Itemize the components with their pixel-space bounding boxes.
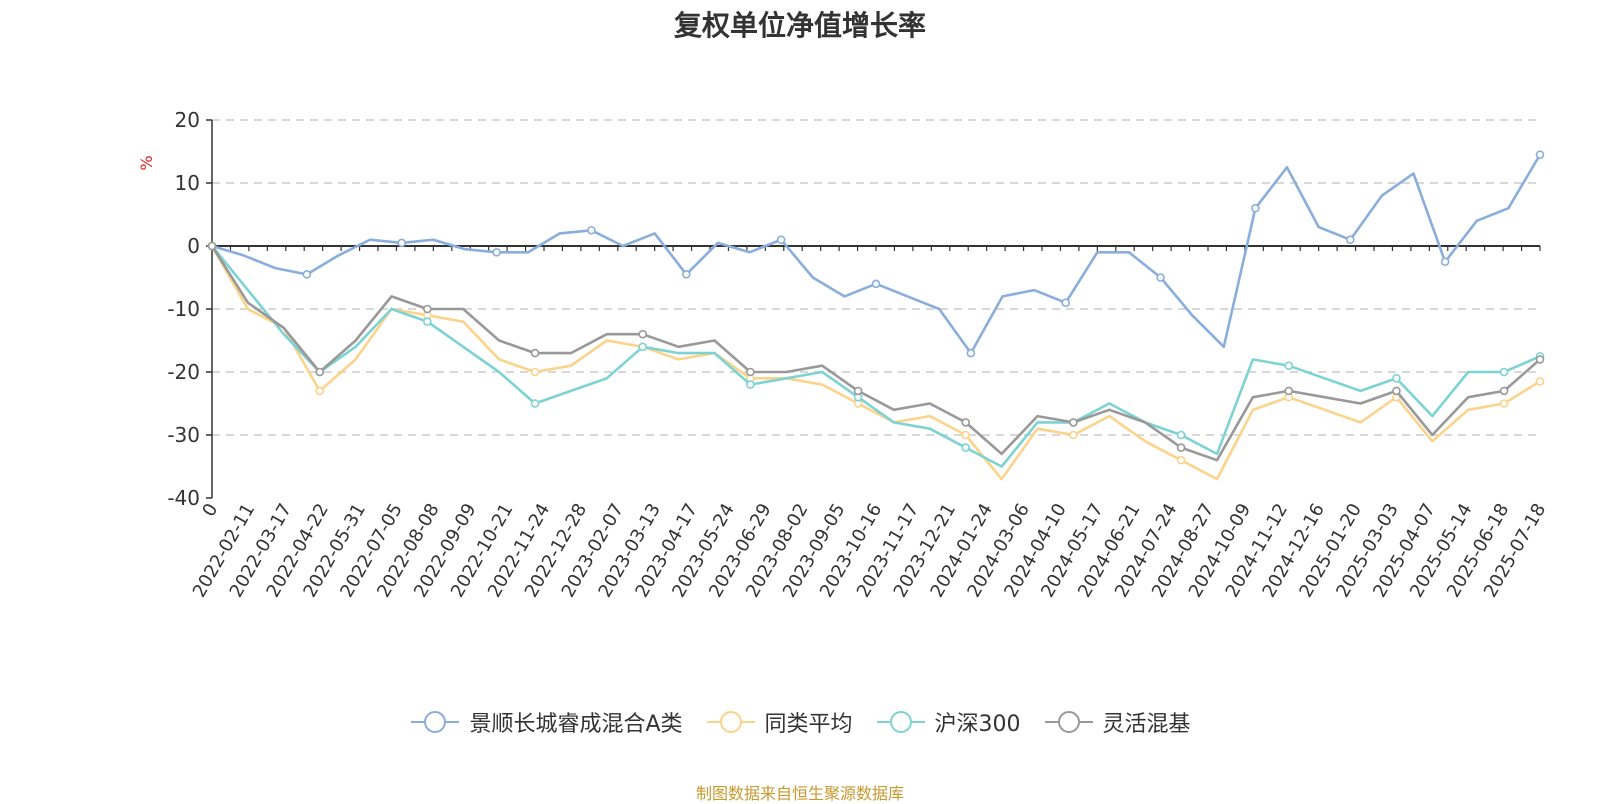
- y-tick-label: -40: [167, 486, 200, 510]
- data-point: [1176, 443, 1186, 452]
- data-point: [423, 304, 432, 314]
- legend-swatch: [1044, 711, 1093, 733]
- data-point: [871, 279, 881, 289]
- data-point: [681, 270, 691, 279]
- axes: [206, 119, 1541, 499]
- data-point: [746, 380, 755, 389]
- data-point: [961, 443, 971, 452]
- grid-lines: [212, 119, 1540, 436]
- data-point: [1535, 355, 1545, 364]
- data-point: [1392, 373, 1401, 383]
- x-tick-label: 0: [198, 500, 222, 520]
- data-point: [1156, 273, 1165, 282]
- legend-item[interactable]: 同类平均: [705, 706, 853, 738]
- data-point: [1499, 386, 1509, 396]
- legend-label: 沪深300: [934, 712, 1021, 737]
- series-2: [207, 241, 1545, 481]
- data-point: [1069, 430, 1078, 440]
- data-point: [966, 348, 976, 358]
- data-point: [587, 225, 596, 235]
- legend-item[interactable]: 灵活混基: [1043, 706, 1191, 738]
- data-point: [1392, 386, 1401, 396]
- legend-item[interactable]: 景顺长城睿成混合A类: [409, 706, 683, 738]
- legend-swatch: [411, 711, 460, 733]
- series-line: [210, 245, 1541, 468]
- series-4: [207, 241, 1545, 462]
- data-point: [530, 348, 540, 358]
- legend-swatch: [706, 711, 755, 733]
- legend-label: 景顺长城睿成混合A类: [469, 712, 683, 737]
- data-point: [1176, 430, 1186, 440]
- legend-swatch: [876, 711, 925, 733]
- data-point: [315, 367, 324, 377]
- data-point: [1251, 203, 1260, 213]
- data-point: [776, 235, 786, 244]
- data-point: [1345, 235, 1355, 244]
- y-tick-label: 20: [175, 108, 200, 132]
- legend-item[interactable]: 沪深300: [875, 706, 1021, 738]
- data-point: [423, 317, 432, 326]
- data-point: [1499, 399, 1509, 408]
- y-tick-labels: 20 10 0 -10 -20 -30 -40: [167, 108, 200, 510]
- legend-label: 灵活混基: [1102, 712, 1191, 737]
- y-axis-unit-label: %: [137, 155, 156, 170]
- y-tick-label: 0: [187, 234, 200, 258]
- data-point: [397, 238, 407, 248]
- data-point: [638, 329, 648, 339]
- series-line: [210, 245, 1541, 462]
- data-point: [1499, 367, 1509, 377]
- data-point: [1069, 418, 1078, 427]
- data-point: [492, 248, 501, 257]
- data-point: [1535, 377, 1545, 386]
- data-point: [530, 399, 540, 408]
- y-tick-label: -30: [167, 423, 200, 447]
- legend-label: 同类平均: [764, 712, 853, 737]
- data-point: [1176, 455, 1186, 465]
- data-point: [207, 241, 217, 251]
- series-3: [207, 241, 1545, 468]
- data-point: [1440, 257, 1450, 267]
- series-line: [210, 245, 1541, 481]
- data-point: [961, 418, 971, 427]
- data-point: [746, 367, 755, 377]
- y-tick-label: 10: [175, 171, 200, 195]
- data-point: [530, 367, 540, 377]
- data-point: [1284, 361, 1294, 371]
- data-point: [302, 270, 312, 279]
- data-point: [961, 430, 971, 440]
- y-tick-label: -20: [167, 360, 200, 384]
- data-source-note: 制图数据来自恒生聚源数据库: [695, 784, 904, 803]
- series-lines: [207, 150, 1545, 481]
- data-point: [1061, 298, 1071, 308]
- data-point: [1535, 150, 1545, 159]
- series-1: [207, 150, 1545, 358]
- data-point: [853, 386, 863, 396]
- data-point: [638, 342, 648, 352]
- data-point: [315, 386, 324, 396]
- y-tick-label: -10: [167, 297, 200, 321]
- series-line: [211, 154, 1542, 355]
- x-tick-labels: 02022-02-112022-03-172022-04-222022-05-3…: [189, 500, 1551, 601]
- chart-title: 复权单位净值增长率: [673, 9, 926, 42]
- data-point: [1284, 386, 1294, 396]
- chart-legend: 景顺长城睿成混合A类 同类平均 沪深300 灵活混基: [0, 706, 1600, 738]
